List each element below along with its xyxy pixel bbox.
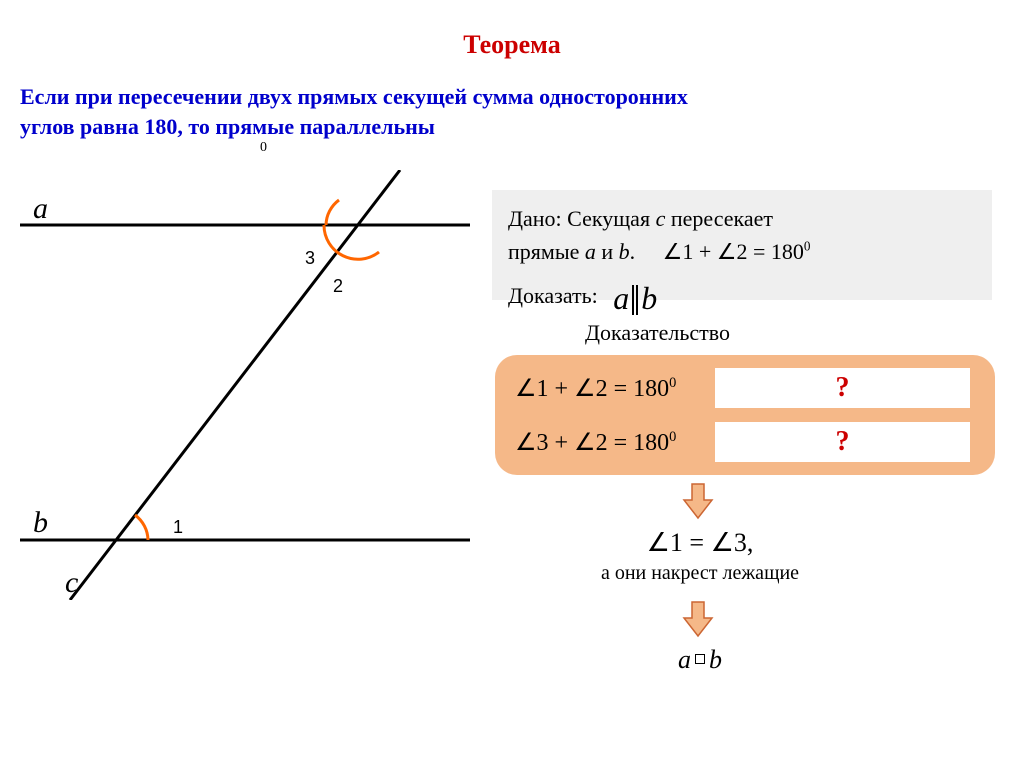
proof-formula-1: ∠1 + ∠2 = 1800 [515,374,705,403]
given-and: и [596,239,619,264]
given-line1: Дано: Секущая с пересекает [508,202,976,235]
given-c: с [656,206,666,231]
proof-f2-exp: 0 [669,429,676,445]
theorem-title: Теорема [0,30,1024,60]
arrow-down-icon [680,482,716,520]
prove-a: a [613,280,629,316]
conc2-b: b [709,645,722,674]
prove-expression: ab [613,274,657,322]
arc-angle-1 [135,515,148,540]
prove-label: Доказать: [508,283,598,308]
proof-row-2: ∠3 + ∠2 = 1800 ? [515,421,970,463]
given-b: b [619,239,630,264]
given-line2a: прямые [508,239,585,264]
label-2: 2 [333,276,343,296]
given-middle: пересекает [665,206,773,231]
given-eq-exp: 0 [804,239,811,254]
line-c [70,170,400,600]
parallel-symbol-icon [632,285,638,315]
given-period: . [630,239,636,264]
conc2-a: a [678,645,691,674]
label-c: c [65,566,78,599]
statement-line2: углов равна 180, то прямые параллельны [20,114,435,139]
proof-block: ∠1 + ∠2 = 1800 ? ∠3 + ∠2 = 1800 ? [495,355,995,475]
label-3: 3 [305,248,315,268]
proof-row-1: ∠1 + ∠2 = 1800 ? [515,367,970,409]
question-box-2: ? [715,422,970,462]
prove-line: Доказать: ab [508,274,976,322]
proof-f1-exp: 0 [669,375,676,391]
proof-formula-2: ∠3 + ∠2 = 1800 [515,428,705,457]
square-symbol-icon [695,654,705,664]
label-a: a [33,192,48,225]
conclusion-1: ∠1 = ∠3, [560,528,840,558]
statement-line1: Если при пересечении двух прямых секущей… [20,84,688,109]
arc-angle-2 [324,225,379,259]
label-1: 1 [173,517,183,537]
proof-f1-text: ∠1 + ∠2 = 180 [515,376,669,402]
given-prefix: Дано: Секущая [508,206,656,231]
arc-angle-3 [326,200,339,225]
given-line2: прямые a и b. ∠1 + ∠2 = 1800 [508,235,976,268]
question-box-1: ? [715,368,970,408]
given-eq-text: ∠1 + ∠2 = 180 [663,239,804,264]
given-a: a [585,239,596,264]
given-box: Дано: Секущая с пересекает прямые a и b.… [492,190,992,300]
geometry-diagram: a b c 1 2 3 [15,170,475,600]
conclusion-1-sub: а они накрест лежащие [540,562,860,585]
given-equation: ∠1 + ∠2 = 1800 [663,235,811,268]
prove-b: b [641,280,657,316]
arrow-down-icon [680,600,716,638]
label-b: b [33,506,48,539]
theorem-statement: Если при пересечении двух прямых секущей… [20,82,1000,141]
conclusion-2: ab [640,645,760,675]
proof-header: Доказательство [585,320,730,346]
subscript-zero: 0 [260,140,267,156]
proof-f2-text: ∠3 + ∠2 = 180 [515,430,669,456]
